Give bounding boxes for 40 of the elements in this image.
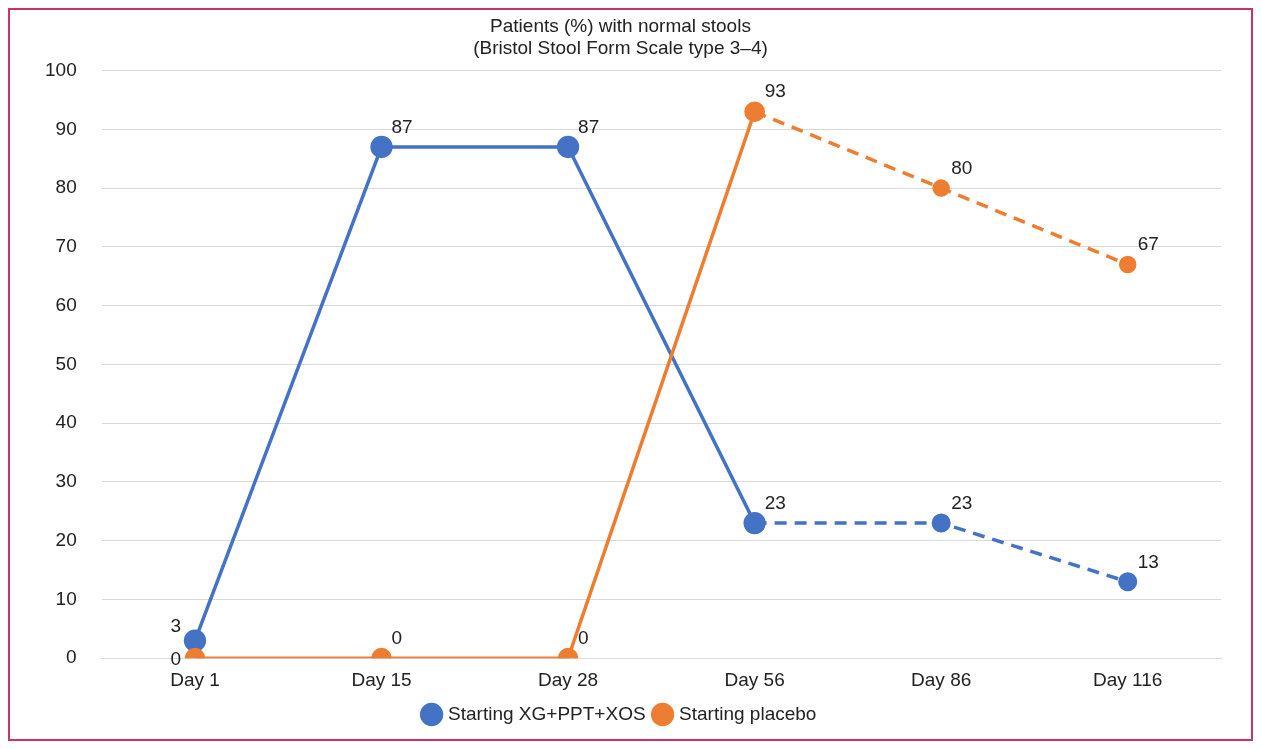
- data-label: 13: [1137, 550, 1159, 572]
- data-label: 3: [170, 615, 181, 637]
- y-tick-label: 60: [55, 293, 77, 315]
- x-tick-label: Day 86: [911, 668, 972, 690]
- y-tick-label: 40: [55, 411, 77, 433]
- y-tick-label: 30: [55, 470, 77, 492]
- data-label: 0: [391, 626, 403, 648]
- y-tick-label: 70: [55, 235, 77, 257]
- data-label: 23: [951, 491, 973, 513]
- text: (Bristol Stool Form Scale type 3–4): [473, 37, 768, 59]
- y-tick-label: 50: [55, 352, 77, 374]
- y-tick-label: 80: [55, 176, 77, 198]
- y-tick-label: 20: [55, 528, 77, 550]
- x-tick-label: Day 56: [724, 668, 785, 690]
- point: [183, 629, 207, 652]
- y-tick-label: 10: [55, 587, 77, 609]
- text: Patients (%) with normal stools: [490, 14, 751, 36]
- point: [556, 135, 580, 159]
- point: [370, 135, 393, 159]
- legend-label: Starting placebo: [679, 702, 817, 724]
- x-tick-label: Day 28: [537, 668, 599, 690]
- y-tick-label: 0: [66, 646, 77, 668]
- x-tick-label: Day 1: [170, 668, 220, 690]
- data-label: 23: [764, 491, 786, 513]
- data-label: 87: [578, 115, 600, 137]
- x-tick-label: Day 116: [1093, 668, 1163, 690]
- y-tick-label: 100: [45, 58, 77, 80]
- data-label: 87: [391, 115, 413, 137]
- data-label: 67: [1137, 233, 1159, 255]
- data-label: 0: [578, 626, 589, 648]
- point: [1118, 255, 1137, 274]
- point: [931, 513, 951, 533]
- x-tick-label: Day 15: [351, 668, 412, 690]
- data-label: 93: [764, 80, 786, 102]
- data-label: 80: [951, 156, 973, 178]
- point: [932, 179, 950, 197]
- legend-label: Starting XG+PPT+XOS: [448, 702, 646, 724]
- y-tick-label: 90: [55, 117, 77, 139]
- point: [1118, 572, 1138, 592]
- data-label: 0: [170, 648, 181, 670]
